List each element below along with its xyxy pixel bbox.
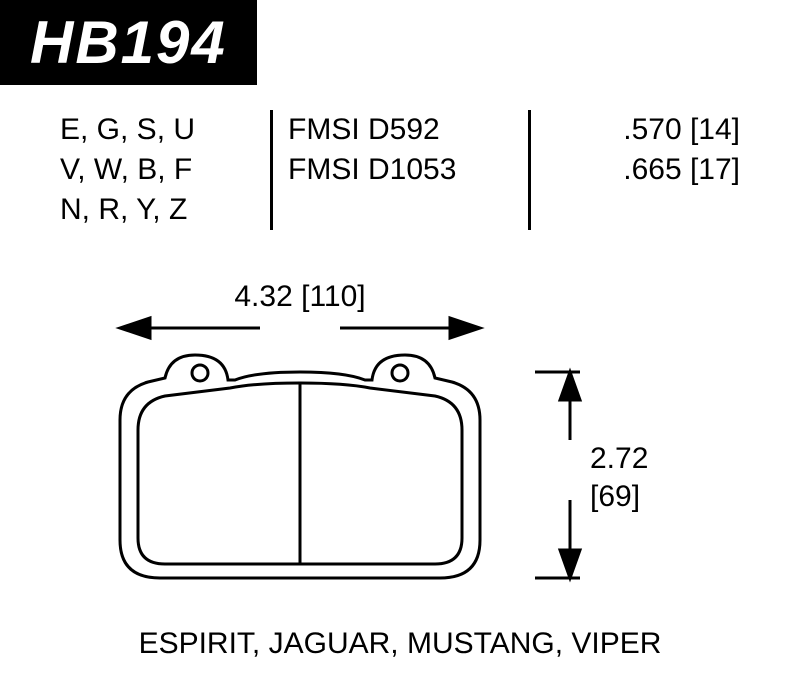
spec-line: N, R, Y, Z bbox=[60, 190, 270, 230]
spec-line: .570 [14] bbox=[623, 110, 740, 150]
height-dimension-label: 2.72 [69] bbox=[590, 440, 648, 516]
spec-line: V, W, B, F bbox=[60, 150, 270, 190]
width-dimension-label: 4.32 [110] bbox=[80, 280, 520, 314]
spec-line: .665 [17] bbox=[623, 150, 740, 190]
spec-thickness: .570 [14] .665 [17] bbox=[623, 110, 740, 230]
part-number-title: HB194 bbox=[30, 8, 227, 77]
specs-row: E, G, S, U V, W, B, F N, R, Y, Z FMSI D5… bbox=[60, 110, 740, 230]
height-mm: [69] bbox=[590, 478, 648, 516]
height-inches: 2.72 bbox=[590, 440, 648, 478]
spec-compounds: E, G, S, U V, W, B, F N, R, Y, Z bbox=[60, 110, 270, 230]
width-inches: 4.32 bbox=[234, 280, 292, 313]
brake-pad-diagram: 4.32 [110] 2.72 [69] bbox=[80, 280, 720, 620]
width-mm: [110] bbox=[301, 280, 366, 313]
spec-line: E, G, S, U bbox=[60, 110, 270, 150]
title-bar: HB194 bbox=[0, 0, 257, 85]
spec-divider bbox=[528, 110, 531, 230]
spec-divider bbox=[270, 110, 273, 230]
spec-line: FMSI D1053 bbox=[288, 150, 528, 190]
spec-line: FMSI D592 bbox=[288, 110, 528, 150]
applications-footer: ESPIRIT, JAGUAR, MUSTANG, VIPER bbox=[0, 627, 800, 661]
spec-fmsi: FMSI D592 FMSI D1053 bbox=[288, 110, 528, 230]
